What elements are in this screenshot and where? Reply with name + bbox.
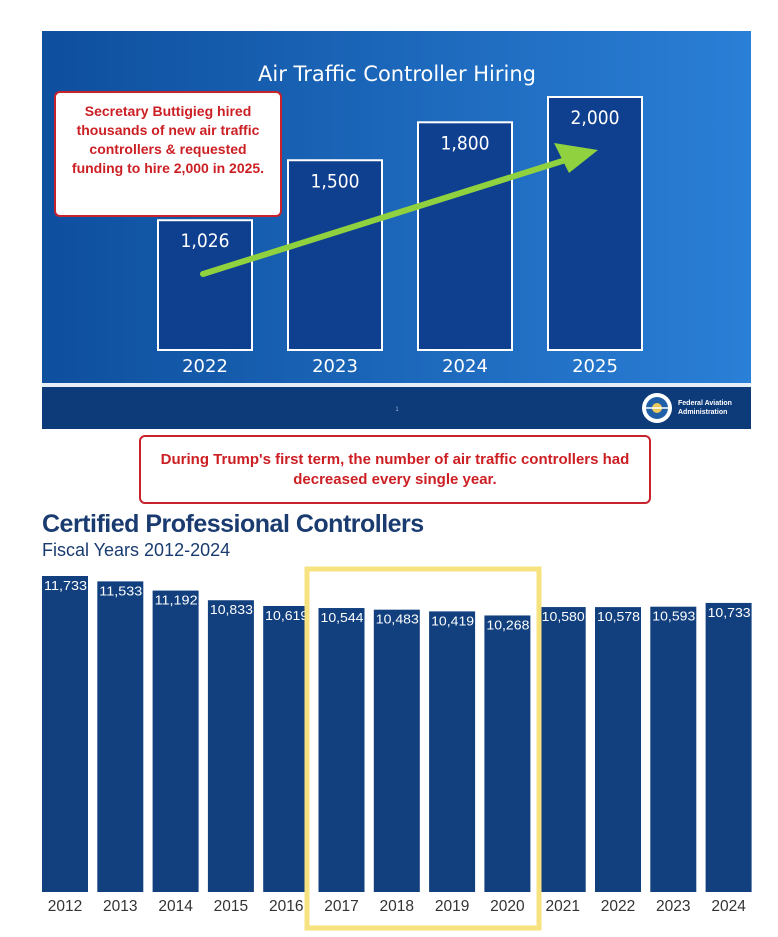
controllers-callout: During Trump's first term, the number of… [139,435,651,504]
hiring-callout: Secretary Buttigieg hired thousands of n… [54,91,282,217]
controllers-year-label: 2022 [601,898,635,915]
faa-wordmark: Federal Aviation Administration [678,400,732,416]
hiring-bar-2023 [287,159,383,351]
slide-divider [42,383,751,387]
controllers-year-label: 2015 [214,898,248,915]
hiring-year-label: 2023 [312,356,358,377]
controllers-year-label: 2024 [711,898,746,915]
controllers-year-label: 2017 [324,898,358,915]
controllers-bar-2024 [705,602,752,892]
hiring-year-label: 2025 [572,356,618,377]
hiring-bar-2024 [417,121,513,351]
hiring-year-label: 2024 [442,356,488,377]
controllers-value-label: 11,733 [44,579,87,593]
controllers-value-label: 10,419 [431,614,474,628]
hiring-bar-2022 [157,219,253,351]
controllers-bar-2019 [429,611,476,892]
hiring-value-label: 2,000 [571,107,620,129]
controllers-value-label: 11,533 [99,584,142,598]
hiring-trend-arrow [200,143,598,277]
controllers-bar-2014 [152,590,199,892]
controllers-chart-title: Certified Professional Controllers [42,510,424,538]
hiring-chart: Air Traffic Controller Hiring 1,02620221… [42,31,751,429]
controllers-value-label: 10,483 [376,613,419,627]
controllers-bar-2022 [595,607,641,892]
controllers-bar-2020 [484,615,531,892]
svg-text:Federal Aviation: Federal Aviation [678,400,732,407]
controllers-chart: 11,733 2012 11,533 2013 11,192 2014 10,833 2015… [42,566,752,931]
controllers-bar-2017 [318,608,365,892]
controllers-chart-subtitle: Fiscal Years 2012-2024 [42,540,231,560]
controllers-value-label: 10,544 [321,611,364,625]
controllers-bars: 11,733 2012 11,533 2013 11,192 2014 10,833 2015… [42,576,752,915]
controllers-year-label: 2021 [545,898,579,915]
controllers-year-label: 2018 [380,898,414,915]
controllers-bar-2021 [539,607,586,892]
controllers-value-label: 10,833 [210,603,253,617]
controllers-year-label: 2016 [269,898,303,915]
controllers-year-label: 2014 [158,898,193,915]
slide-footer [42,387,751,429]
controllers-bar-2012 [42,576,88,892]
controllers-bar-2013 [97,581,144,892]
controllers-year-label: 2023 [656,898,690,915]
controllers-value-label: 10,268 [486,618,529,632]
hiring-chart-title: Air Traffic Controller Hiring [258,62,536,86]
controllers-bar-2018 [373,609,420,892]
controllers-value-label: 10,578 [597,610,640,624]
slide-page-number: 1 [395,407,399,413]
controllers-bar-2023 [650,606,697,892]
hiring-value-label: 1,026 [181,230,230,252]
controllers-bar-2015 [207,600,254,892]
controllers-value-label: 11,192 [155,594,198,608]
controllers-value-label: 10,593 [652,610,695,624]
hiring-year-label: 2022 [182,356,228,377]
controllers-value-label: 10,733 [708,606,751,620]
controllers-year-label: 2020 [490,898,525,915]
controllers-year-label: 2013 [103,898,137,915]
controllers-value-label: 10,580 [542,610,585,624]
hiring-value-label: 1,800 [441,132,490,154]
hiring-bar-2025 [547,96,643,351]
hiring-value-label: 1,500 [311,170,360,192]
faa-logo [642,393,672,423]
controllers-year-label: 2012 [48,898,82,915]
hiring-bars: 1,026 2022 1,500 2023 1,800 2024 2,000 2025 [157,96,643,377]
controllers-value-label: 10,619 [265,609,308,623]
controllers-year-label: 2019 [435,898,469,915]
trump-term-highlight [304,566,542,931]
controllers-bar-2016 [263,606,310,892]
svg-text:Administration: Administration [678,409,727,416]
